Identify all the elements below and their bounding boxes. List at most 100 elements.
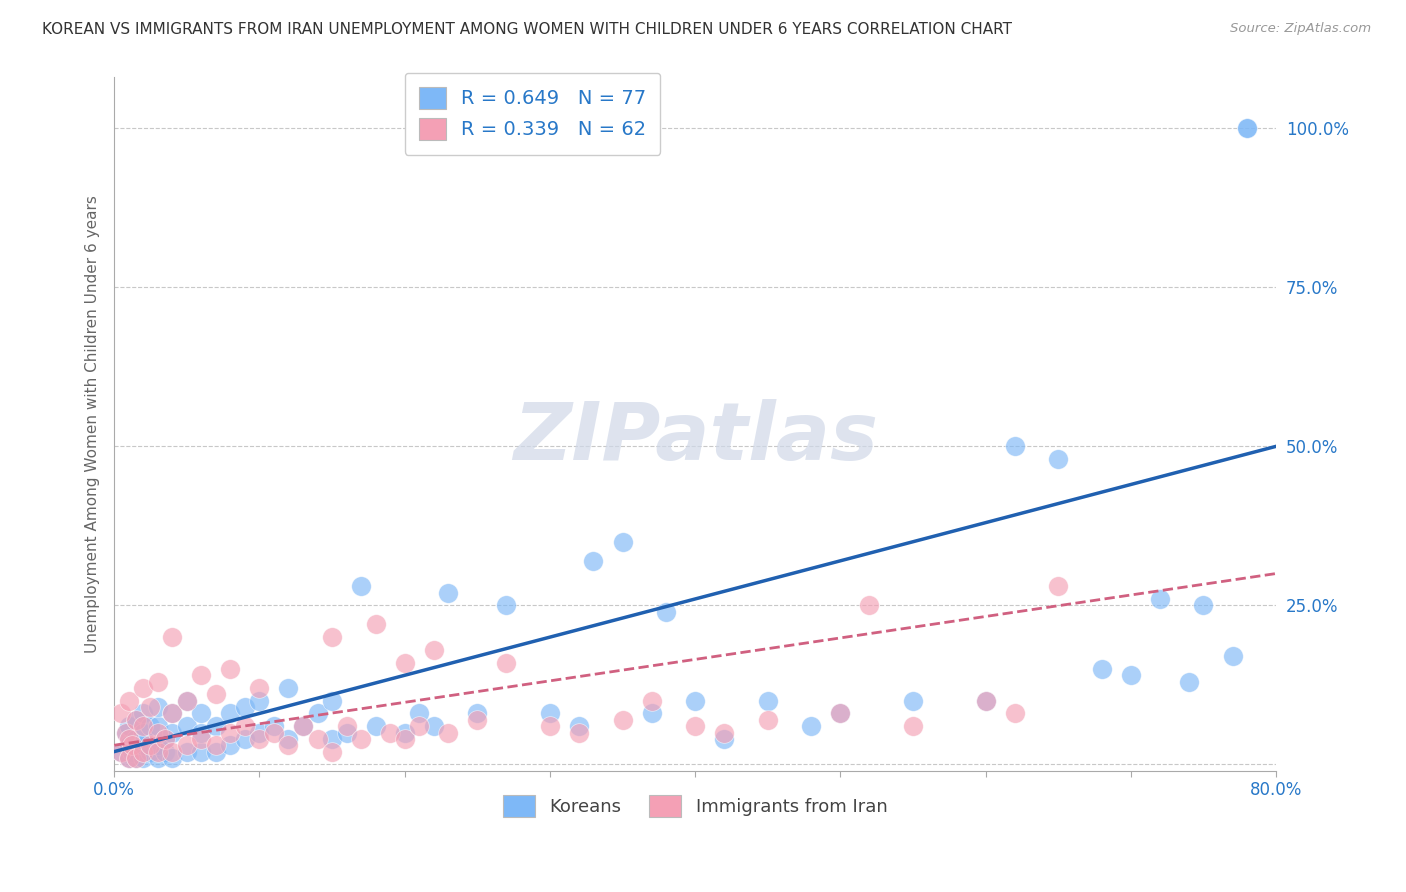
Point bbox=[153, 731, 176, 746]
Point bbox=[394, 731, 416, 746]
Point bbox=[249, 731, 271, 746]
Point bbox=[125, 713, 148, 727]
Point bbox=[640, 694, 662, 708]
Point bbox=[118, 719, 141, 733]
Point bbox=[219, 738, 242, 752]
Point bbox=[1236, 121, 1258, 136]
Point bbox=[132, 706, 155, 721]
Point bbox=[277, 738, 299, 752]
Point bbox=[146, 700, 169, 714]
Point bbox=[190, 725, 212, 739]
Point bbox=[219, 706, 242, 721]
Point bbox=[465, 713, 488, 727]
Point bbox=[568, 719, 591, 733]
Point bbox=[146, 725, 169, 739]
Point bbox=[683, 694, 706, 708]
Point bbox=[190, 668, 212, 682]
Point bbox=[205, 738, 228, 752]
Point bbox=[139, 738, 162, 752]
Point bbox=[830, 706, 852, 721]
Point bbox=[713, 725, 735, 739]
Point bbox=[408, 719, 430, 733]
Point bbox=[1004, 706, 1026, 721]
Point bbox=[132, 751, 155, 765]
Point bbox=[176, 745, 198, 759]
Point bbox=[176, 738, 198, 752]
Point bbox=[568, 725, 591, 739]
Point bbox=[408, 706, 430, 721]
Point bbox=[612, 534, 634, 549]
Point bbox=[437, 585, 460, 599]
Point bbox=[132, 738, 155, 752]
Point bbox=[125, 751, 148, 765]
Point bbox=[713, 731, 735, 746]
Y-axis label: Unemployment Among Women with Children Under 6 years: Unemployment Among Women with Children U… bbox=[86, 195, 100, 653]
Point bbox=[640, 706, 662, 721]
Point bbox=[249, 694, 271, 708]
Point bbox=[858, 599, 880, 613]
Point bbox=[233, 719, 256, 733]
Point bbox=[901, 694, 924, 708]
Point bbox=[1149, 591, 1171, 606]
Point bbox=[292, 719, 315, 733]
Point bbox=[974, 694, 997, 708]
Point bbox=[114, 725, 136, 739]
Point bbox=[121, 745, 143, 759]
Point bbox=[125, 731, 148, 746]
Point bbox=[249, 681, 271, 695]
Point bbox=[139, 745, 162, 759]
Point bbox=[495, 656, 517, 670]
Point bbox=[118, 751, 141, 765]
Point bbox=[132, 745, 155, 759]
Legend: Koreans, Immigrants from Iran: Koreans, Immigrants from Iran bbox=[495, 788, 894, 824]
Point bbox=[465, 706, 488, 721]
Point bbox=[321, 731, 343, 746]
Point bbox=[364, 617, 387, 632]
Point bbox=[162, 745, 184, 759]
Point bbox=[830, 706, 852, 721]
Point bbox=[1192, 599, 1215, 613]
Point bbox=[277, 731, 299, 746]
Point bbox=[335, 725, 357, 739]
Point bbox=[219, 662, 242, 676]
Point bbox=[176, 719, 198, 733]
Point bbox=[364, 719, 387, 733]
Point bbox=[901, 719, 924, 733]
Point bbox=[176, 694, 198, 708]
Point bbox=[118, 694, 141, 708]
Point bbox=[277, 681, 299, 695]
Point bbox=[582, 554, 605, 568]
Point bbox=[422, 719, 444, 733]
Point bbox=[394, 725, 416, 739]
Point bbox=[422, 643, 444, 657]
Point bbox=[350, 731, 373, 746]
Point bbox=[233, 731, 256, 746]
Point bbox=[219, 725, 242, 739]
Point bbox=[321, 694, 343, 708]
Point bbox=[139, 700, 162, 714]
Point bbox=[110, 706, 132, 721]
Point bbox=[162, 630, 184, 644]
Point bbox=[139, 719, 162, 733]
Point bbox=[321, 745, 343, 759]
Point bbox=[118, 751, 141, 765]
Point bbox=[350, 579, 373, 593]
Point bbox=[263, 719, 285, 733]
Point bbox=[307, 731, 329, 746]
Point bbox=[118, 738, 141, 752]
Point bbox=[1119, 668, 1142, 682]
Point bbox=[437, 725, 460, 739]
Point bbox=[146, 751, 169, 765]
Point bbox=[146, 745, 169, 759]
Point bbox=[114, 725, 136, 739]
Point bbox=[1178, 674, 1201, 689]
Point bbox=[378, 725, 401, 739]
Point bbox=[125, 751, 148, 765]
Point bbox=[190, 706, 212, 721]
Point bbox=[190, 745, 212, 759]
Point bbox=[756, 694, 779, 708]
Point bbox=[176, 694, 198, 708]
Text: Source: ZipAtlas.com: Source: ZipAtlas.com bbox=[1230, 22, 1371, 36]
Point bbox=[321, 630, 343, 644]
Point bbox=[495, 599, 517, 613]
